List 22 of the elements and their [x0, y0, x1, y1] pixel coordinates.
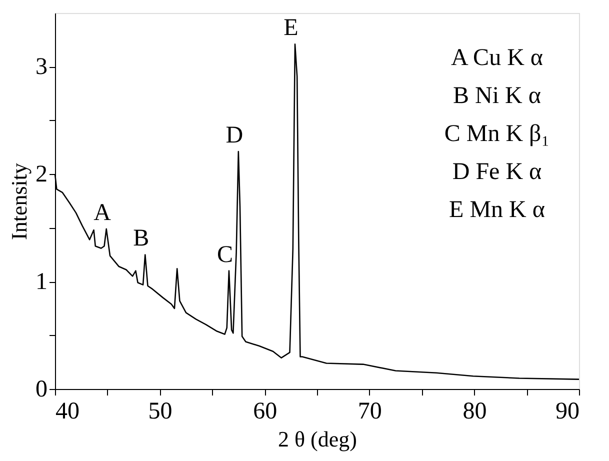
annotation: C Mn K β₁ — [444, 121, 550, 147]
x-tick-label: 50 — [148, 398, 172, 424]
annotation: C — [216, 242, 233, 268]
y-axis-title: Intensity — [6, 163, 32, 240]
x-tick-label: 60 — [253, 398, 278, 424]
x-axis-title: 2 θ (deg) — [278, 426, 357, 452]
x-tick-label: 70 — [358, 398, 382, 424]
y-tick-label: 3 — [36, 54, 48, 80]
annotation: B — [133, 226, 150, 252]
x-tick-label: 90 — [556, 398, 580, 424]
x-tick-label: 40 — [56, 398, 80, 424]
annotation: A — [94, 200, 112, 226]
y-tick-label: 1 — [36, 269, 48, 296]
x-tick-label: 80 — [462, 398, 487, 424]
y-tick-label: 0 — [36, 376, 48, 402]
annotation: D — [226, 122, 244, 149]
y-tick-label: 2 — [36, 162, 48, 188]
annotation: B Ni K α — [453, 83, 542, 109]
annotation: A Cu K α — [451, 45, 544, 71]
annotation: E — [284, 15, 298, 42]
annotation: D Fe K α — [452, 159, 542, 185]
annotation: E Mn K α — [449, 197, 546, 223]
